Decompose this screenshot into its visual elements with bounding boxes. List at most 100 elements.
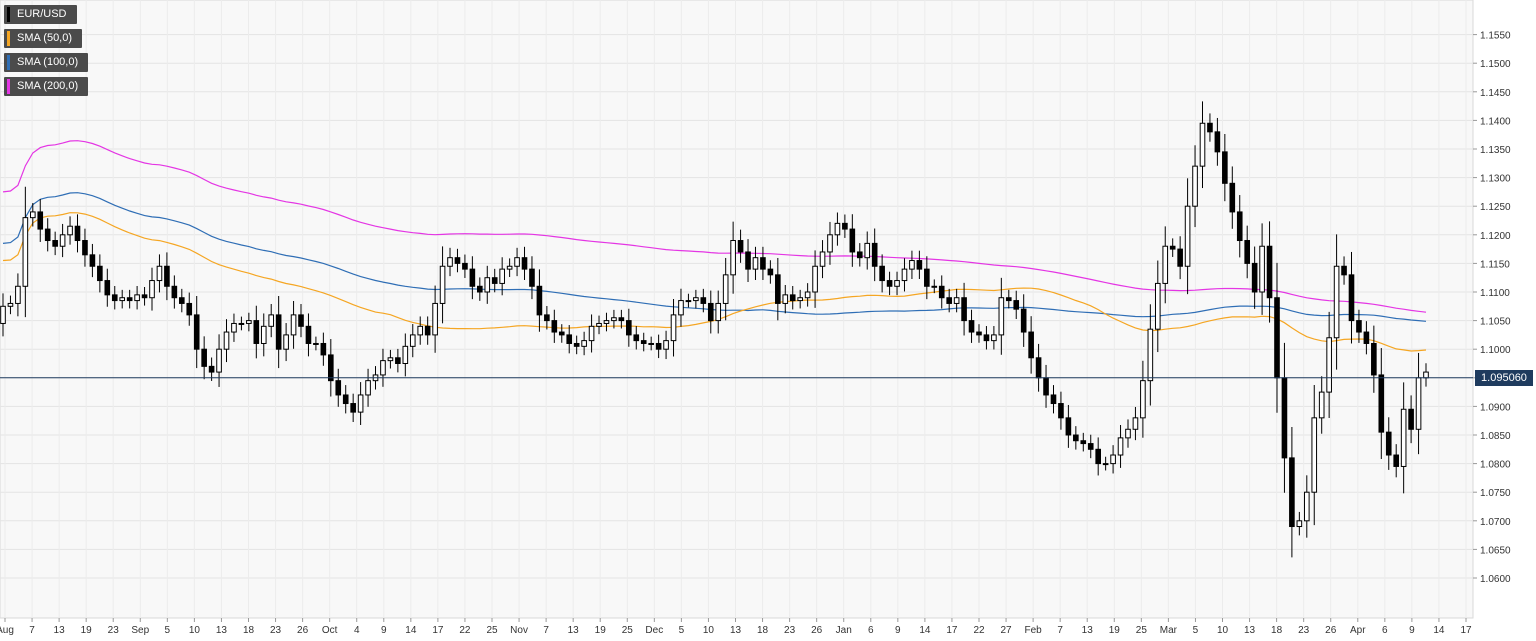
- candle-body: [201, 348, 207, 367]
- x-tick-label: 9: [895, 625, 901, 636]
- candle-body: [216, 348, 222, 373]
- x-tick-label: 10: [1217, 625, 1229, 636]
- candle-body: [1244, 240, 1251, 264]
- candle-body: [566, 334, 573, 344]
- candle-body: [1236, 211, 1243, 242]
- x-tick-label: 7: [29, 625, 35, 636]
- candle-body: [342, 394, 349, 405]
- x-tick-label: Jan: [836, 625, 852, 636]
- candle: [1199, 101, 1206, 189]
- candle-body: [767, 268, 774, 276]
- candle-body: [573, 342, 580, 347]
- candle: [991, 326, 997, 350]
- candle: [968, 309, 975, 343]
- candle: [201, 336, 207, 380]
- candle-body: [1169, 245, 1176, 250]
- candle: [149, 267, 155, 311]
- y-tick-label: 1.1500: [1480, 59, 1511, 70]
- candle-body: [275, 314, 282, 350]
- current-price-tag: 1.095060: [1475, 369, 1533, 386]
- candle-body: [506, 265, 513, 270]
- legend-item-sma100[interactable]: SMA (100,0): [4, 53, 89, 72]
- candle-body: [782, 294, 789, 304]
- candle: [871, 228, 878, 282]
- candle-body: [1214, 131, 1221, 153]
- candle: [1147, 304, 1154, 406]
- candle: [1117, 424, 1124, 468]
- candle-body: [626, 320, 632, 336]
- candle: [864, 231, 871, 270]
- candle-body: [260, 325, 267, 344]
- candle: [424, 316, 431, 345]
- candle-body: [1363, 331, 1370, 344]
- candle-body: [141, 294, 148, 299]
- candle: [938, 275, 945, 309]
- x-tick-label: 27: [1000, 625, 1012, 636]
- y-tick-label: 1.1050: [1480, 317, 1511, 328]
- candle-body: [775, 274, 781, 304]
- candle: [1102, 456, 1109, 471]
- candle-body: [551, 320, 558, 333]
- candle-body: [752, 257, 759, 270]
- x-tick-label: 6: [868, 625, 874, 636]
- candle-body: [82, 240, 88, 256]
- candle: [484, 265, 491, 304]
- candle: [15, 273, 21, 317]
- candle-body: [1140, 380, 1146, 419]
- candle-body: [1318, 391, 1325, 419]
- candle: [663, 330, 669, 360]
- candle: [752, 246, 759, 280]
- candle-body: [395, 357, 401, 364]
- legend-item-sma200[interactable]: SMA (200,0): [4, 77, 89, 96]
- candle-body: [1393, 454, 1400, 467]
- candle: [678, 288, 684, 327]
- candle-body: [1043, 377, 1049, 396]
- legend-item-eurusd[interactable]: EUR/USD: [4, 5, 77, 24]
- candle-body: [603, 320, 610, 324]
- candle-body: [44, 228, 51, 242]
- candle: [193, 296, 200, 369]
- candle: [454, 248, 461, 273]
- candle-body: [1073, 434, 1079, 442]
- candle-body: [655, 342, 662, 350]
- candle: [74, 214, 81, 253]
- candles-layer: [0, 101, 1429, 558]
- x-tick-label: Dec: [645, 625, 663, 636]
- candle: [1169, 238, 1176, 257]
- x-tick-label: 26: [297, 625, 309, 636]
- candle: [305, 313, 312, 357]
- candle-body: [1125, 428, 1131, 439]
- x-tick-label: 7: [1057, 625, 1063, 636]
- candle: [1058, 391, 1064, 430]
- candle: [1087, 434, 1094, 459]
- candle: [603, 312, 610, 332]
- candle-body: [477, 285, 483, 293]
- candle-body: [454, 257, 461, 264]
- candle: [44, 218, 51, 252]
- candle-body: [164, 265, 170, 287]
- candle: [558, 324, 565, 343]
- candle: [536, 269, 543, 332]
- candle: [469, 256, 476, 300]
- candle: [432, 285, 438, 353]
- candle: [290, 301, 297, 349]
- candle: [313, 336, 319, 351]
- x-tick-label: 22: [973, 625, 985, 636]
- candle: [931, 279, 938, 294]
- candle-body: [1408, 408, 1414, 430]
- candle-body: [834, 222, 841, 236]
- candle-body: [0, 305, 6, 324]
- candle-body: [89, 254, 96, 267]
- candle: [1222, 133, 1228, 202]
- candle-body: [998, 297, 1005, 336]
- candle-body: [1117, 437, 1124, 456]
- candle-body: [916, 260, 923, 270]
- legend-swatch: [7, 79, 10, 94]
- candle: [208, 357, 215, 381]
- x-axis-labels: Aug 7 13 19 23 Sep 5 10 13 18 23 26 Oct 4 9 14 17 22 25 Nov…: [0, 625, 1472, 636]
- legend-item-sma50[interactable]: SMA (50,0): [4, 29, 83, 48]
- candle: [670, 299, 677, 357]
- candle: [283, 323, 289, 362]
- candle: [1363, 321, 1370, 355]
